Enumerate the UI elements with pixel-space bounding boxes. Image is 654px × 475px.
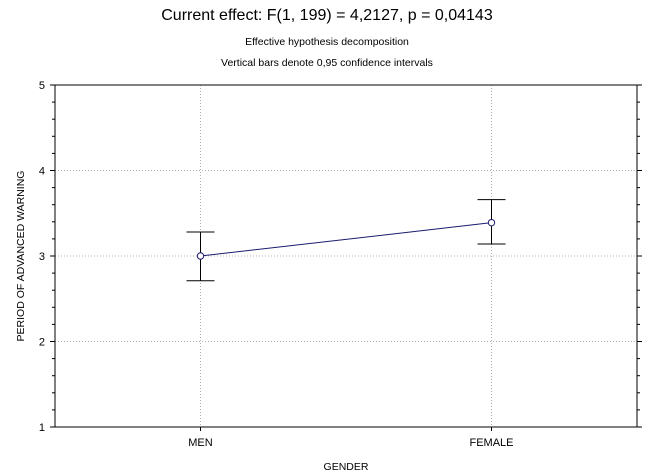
chart-subtitle-decomposition: Effective hypothesis decomposition (245, 36, 409, 48)
x-tick-label: MEN (188, 437, 213, 449)
data-point (487, 218, 496, 227)
chart-subtitle-confidence: Vertical bars denote 0,95 confidence int… (221, 57, 433, 69)
y-tick-label: 2 (39, 337, 45, 349)
x-axis-label: GENDER (324, 461, 369, 473)
x-tick-label: FEMALE (469, 437, 513, 449)
y-tick-label: 4 (39, 166, 45, 178)
axis-ticks: 1 2 3 4 5 MEN FEMALE (39, 80, 642, 449)
series-line (200, 222, 492, 257)
data-point (196, 252, 205, 260)
y-tick-label: 5 (39, 80, 45, 92)
y-tick-label: 3 (39, 251, 45, 263)
data-marks (186, 199, 506, 282)
chart-title: Current effect: F(1, 199) = 4,2127, p = … (161, 7, 493, 24)
y-tick-label: 1 (39, 422, 45, 434)
grid-lines (55, 85, 637, 427)
y-axis-label: PERIOD OF ADVANCED WARNING (15, 171, 27, 342)
